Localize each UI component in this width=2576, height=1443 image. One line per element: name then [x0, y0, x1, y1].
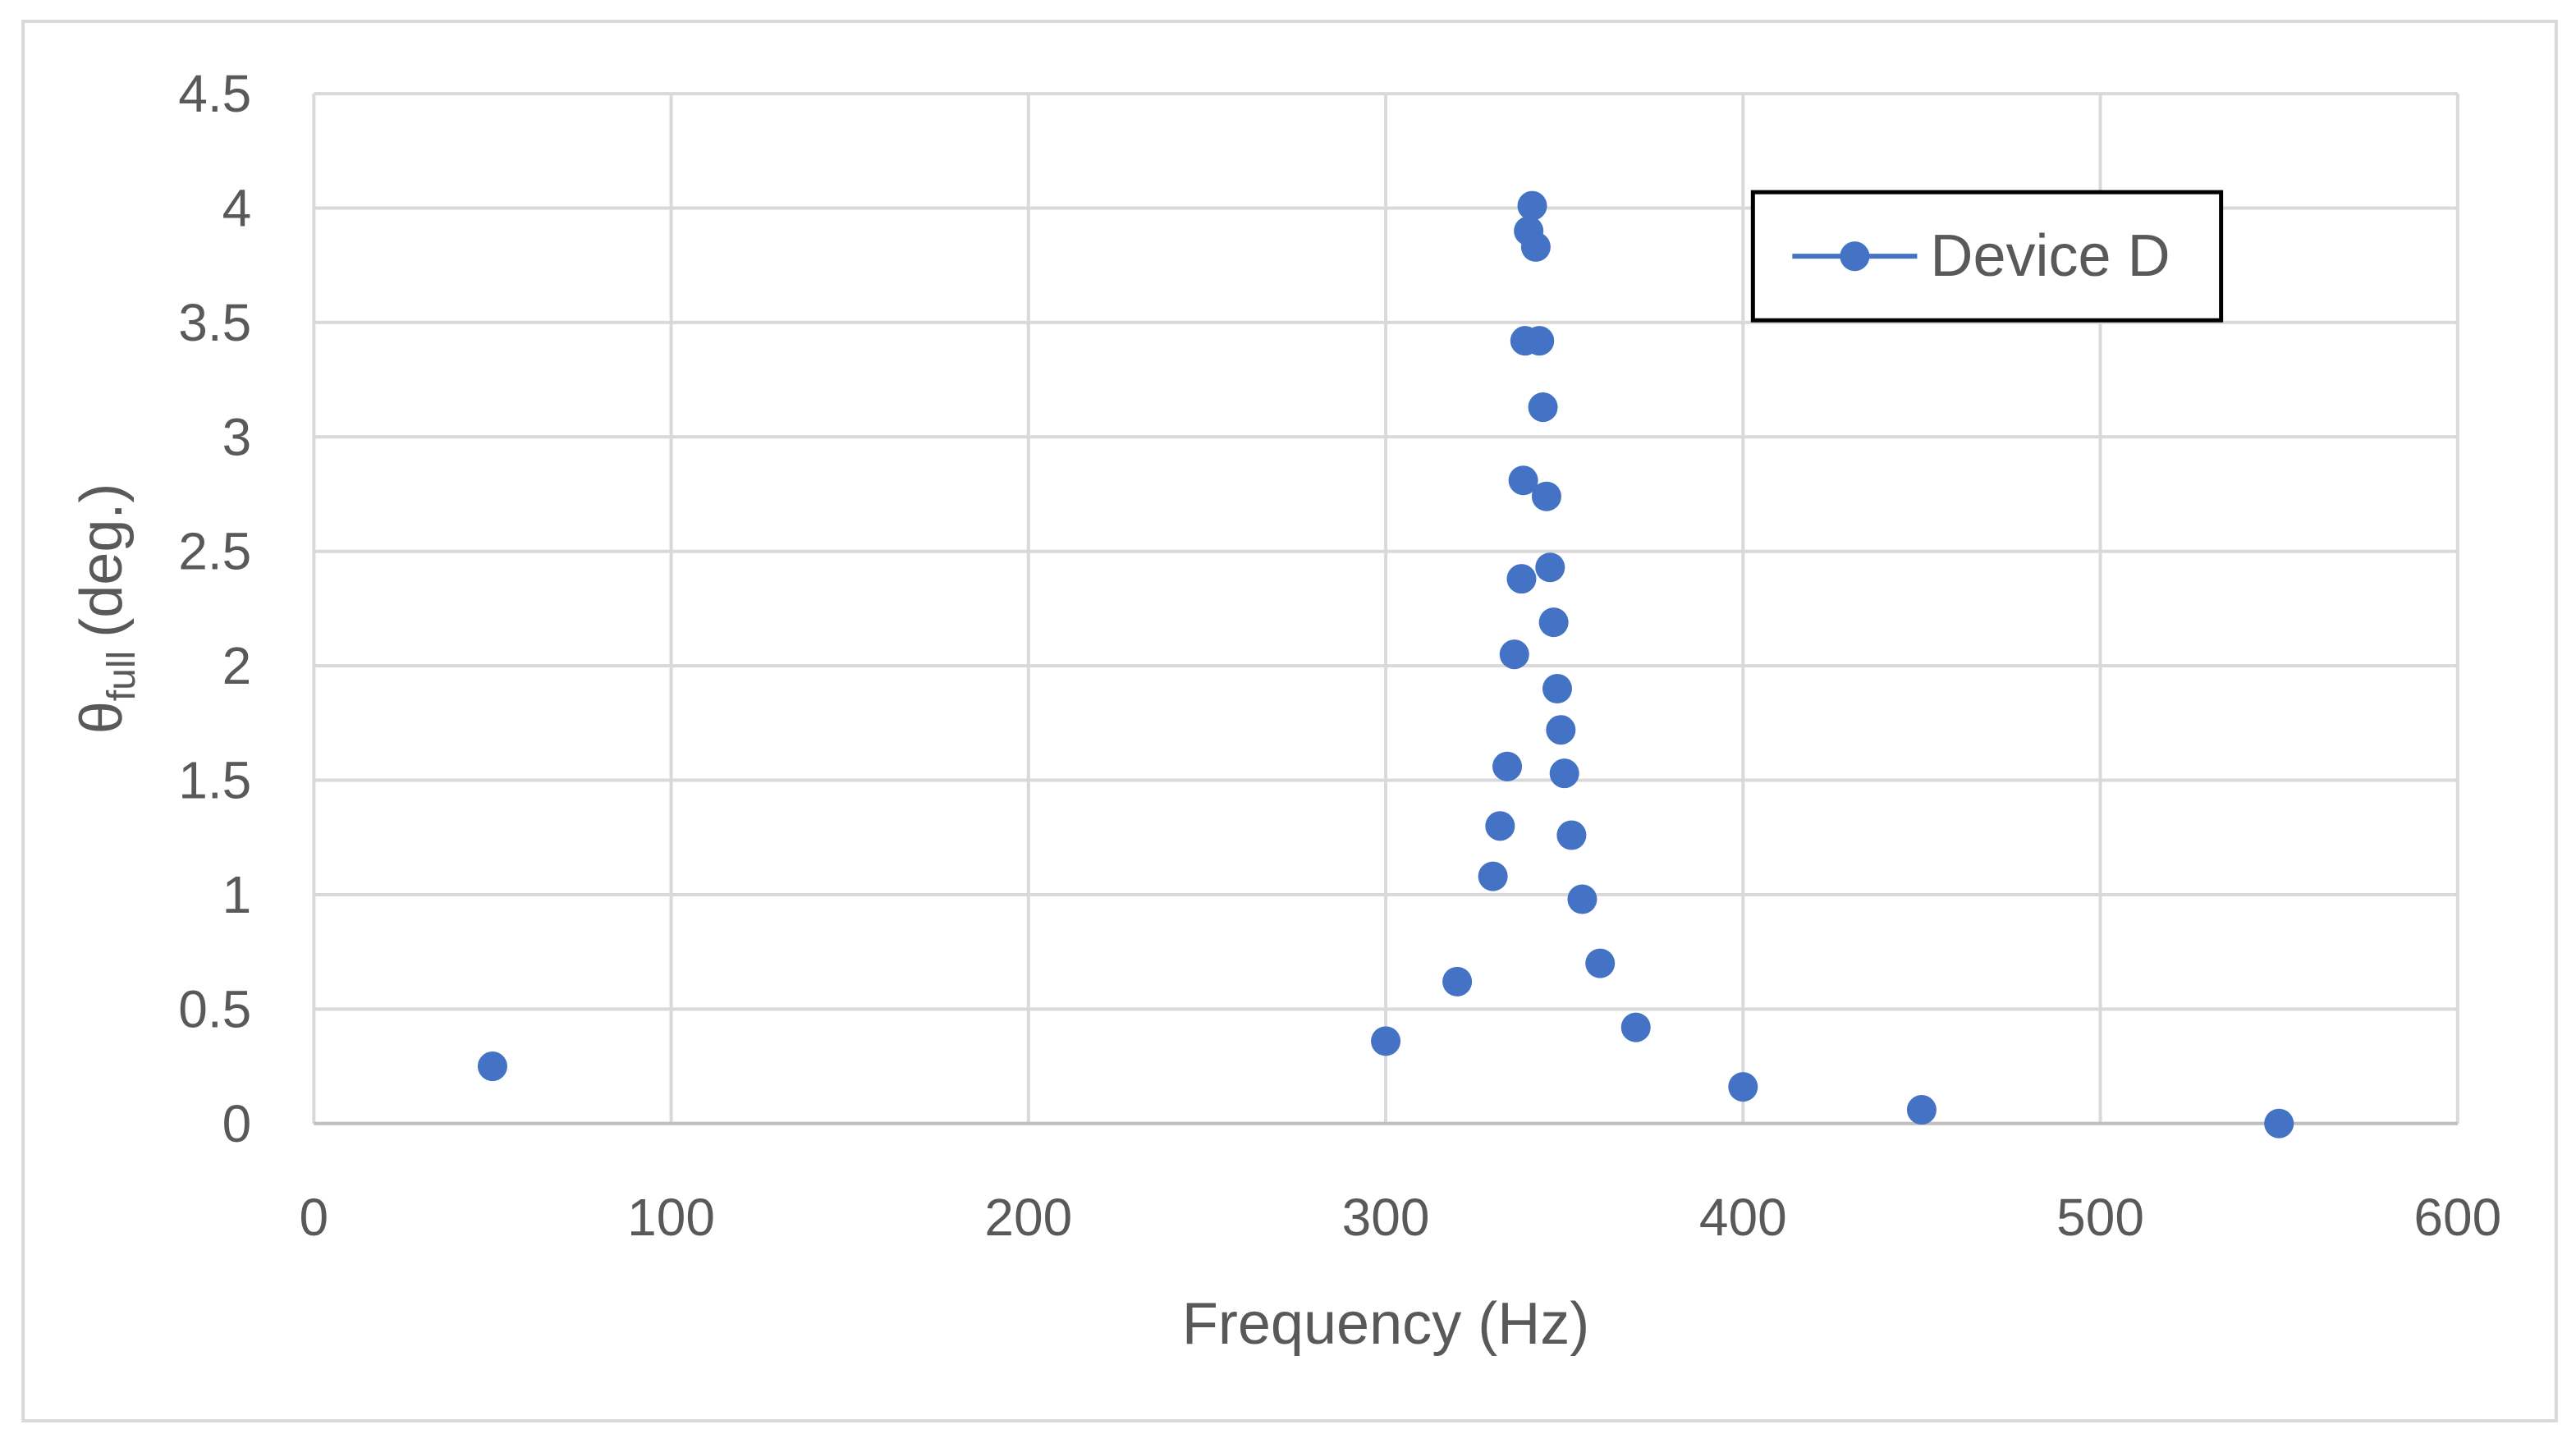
data-point: [1728, 1072, 1758, 1102]
y-axis-label-main: θ: [69, 701, 135, 734]
y-tick-label: 3: [222, 407, 252, 466]
data-point: [1585, 948, 1616, 978]
data-point: [477, 1051, 507, 1082]
y-axis-label: θfull (deg.): [69, 483, 144, 735]
y-tick-label: 3.5: [178, 293, 251, 352]
x-axis-label: Frequency (Hz): [1182, 1291, 1589, 1357]
legend-marker: [1840, 241, 1870, 272]
data-point: [1442, 966, 1473, 996]
data-point: [1499, 639, 1529, 670]
data-point: [1535, 552, 1565, 583]
y-tick-label: 1.5: [178, 751, 251, 810]
data-point: [1567, 884, 1597, 914]
data-point: [1906, 1095, 1937, 1125]
data-point: [1517, 190, 1547, 221]
y-tick-label: 2.5: [178, 522, 251, 581]
data-point: [1538, 607, 1569, 638]
data-point: [1520, 231, 1551, 262]
y-axis-label-unit: (deg.): [69, 483, 135, 638]
data-point: [1478, 861, 1508, 891]
data-point: [1506, 564, 1537, 594]
x-tick-label: 100: [627, 1188, 715, 1247]
x-tick-label: 600: [2413, 1188, 2501, 1247]
x-tick-label: 200: [984, 1188, 1072, 1247]
data-point: [1508, 465, 1538, 496]
y-tick-label: 0.5: [178, 979, 251, 1038]
data-point: [1485, 811, 1515, 841]
x-tick-label: 300: [1342, 1188, 1430, 1247]
data-point: [1549, 758, 1579, 789]
data-point: [1546, 715, 1576, 745]
y-tick-label: 1: [222, 865, 252, 924]
data-point: [1492, 751, 1523, 781]
x-tick-label: 400: [1699, 1188, 1787, 1247]
y-tick-label: 4.5: [178, 64, 251, 123]
data-point: [1371, 1026, 1401, 1056]
legend-label: Device D: [1930, 223, 2170, 289]
y-tick-label: 4: [222, 178, 252, 237]
data-point: [1531, 481, 1561, 511]
data-point: [1524, 326, 1555, 356]
data-point: [1556, 820, 1587, 850]
data-point: [2264, 1108, 2294, 1138]
y-tick-label: 0: [222, 1094, 252, 1153]
y-axis-label-subscript: full: [100, 651, 144, 701]
x-tick-label: 500: [2056, 1188, 2144, 1247]
legend: Device D: [1750, 190, 2224, 323]
data-point: [1620, 1012, 1651, 1042]
x-tick-label: 0: [300, 1188, 329, 1247]
y-tick-label: 2: [222, 636, 252, 695]
data-point: [1542, 674, 1572, 704]
data-point: [1528, 392, 1558, 423]
